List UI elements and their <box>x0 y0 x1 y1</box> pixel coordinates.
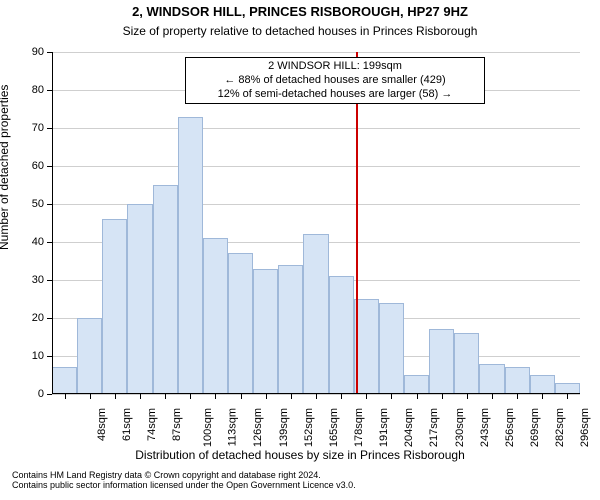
footnote-line: Contains public sector information licen… <box>12 480 356 490</box>
x-tick-label: 269sqm <box>529 408 541 447</box>
y-tick-mark <box>47 280 52 281</box>
histogram-bar <box>203 238 228 394</box>
histogram-bar <box>429 329 454 394</box>
x-tick-mark <box>115 394 116 399</box>
y-tick-label: 50 <box>22 198 44 210</box>
x-tick-mark <box>517 394 518 399</box>
gridline <box>52 128 580 129</box>
histogram-bar <box>479 364 504 394</box>
gridline <box>52 166 580 167</box>
x-tick-label: 178sqm <box>353 408 365 447</box>
y-tick-label: 60 <box>22 160 44 172</box>
x-tick-mark <box>241 394 242 399</box>
histogram-bar <box>404 375 429 394</box>
histogram-bar <box>52 367 77 394</box>
y-tick-label: 90 <box>22 46 44 58</box>
histogram-bar <box>77 318 102 394</box>
y-tick-label: 80 <box>22 84 44 96</box>
y-tick-mark <box>47 318 52 319</box>
x-tick-mark <box>567 394 568 399</box>
y-tick-label: 0 <box>22 388 44 400</box>
x-tick-label: 191sqm <box>378 408 390 447</box>
x-tick-label: 61sqm <box>121 408 133 441</box>
histogram-bar <box>303 234 328 394</box>
y-tick-mark <box>47 204 52 205</box>
x-tick-mark <box>215 394 216 399</box>
histogram-bar <box>505 367 530 394</box>
chart-title: 2, WINDSOR HILL, PRINCES RISBOROUGH, HP2… <box>0 4 600 19</box>
histogram-bar <box>153 185 178 394</box>
x-tick-label: 87sqm <box>171 408 183 441</box>
x-tick-mark <box>366 394 367 399</box>
x-tick-label: 113sqm <box>227 408 239 446</box>
x-tick-mark <box>266 394 267 399</box>
y-tick-mark <box>47 166 52 167</box>
x-tick-label: 100sqm <box>202 408 214 447</box>
y-tick-mark <box>47 242 52 243</box>
histogram-bar <box>530 375 555 394</box>
x-tick-label: 296sqm <box>579 408 591 447</box>
histogram-bar <box>127 204 152 394</box>
histogram-bar <box>253 269 278 394</box>
histogram-chart: 2, WINDSOR HILL, PRINCES RISBOROUGH, HP2… <box>0 0 600 500</box>
x-tick-label: 74sqm <box>146 408 158 441</box>
x-tick-mark <box>316 394 317 399</box>
x-tick-mark <box>391 394 392 399</box>
x-tick-mark <box>190 394 191 399</box>
x-tick-label: 152sqm <box>303 408 315 447</box>
x-tick-label: 165sqm <box>328 408 340 447</box>
x-tick-label: 217sqm <box>429 408 441 447</box>
x-tick-mark <box>90 394 91 399</box>
x-tick-mark <box>442 394 443 399</box>
x-tick-label: 243sqm <box>479 408 491 447</box>
x-tick-mark <box>492 394 493 399</box>
y-tick-label: 40 <box>22 236 44 248</box>
y-tick-label: 30 <box>22 274 44 286</box>
x-tick-mark <box>417 394 418 399</box>
y-tick-mark <box>47 128 52 129</box>
x-tick-label: 204sqm <box>403 408 415 447</box>
footnote: Contains HM Land Registry data © Crown c… <box>12 470 356 490</box>
x-tick-mark <box>341 394 342 399</box>
histogram-bar <box>178 117 203 394</box>
y-axis-line <box>52 52 53 394</box>
x-tick-label: 230sqm <box>454 408 466 447</box>
x-axis-label: Distribution of detached houses by size … <box>0 448 600 462</box>
x-tick-mark <box>140 394 141 399</box>
x-tick-mark <box>291 394 292 399</box>
x-tick-label: 48sqm <box>96 408 108 441</box>
y-tick-label: 20 <box>22 312 44 324</box>
annotation-line: 12% of semi-detached houses are larger (… <box>192 88 478 102</box>
x-tick-label: 282sqm <box>554 408 566 447</box>
histogram-bar <box>379 303 404 394</box>
x-tick-mark <box>165 394 166 399</box>
x-tick-label: 256sqm <box>504 408 516 447</box>
gridline <box>52 52 580 53</box>
chart-subtitle: Size of property relative to detached ho… <box>0 24 600 38</box>
y-tick-mark <box>47 52 52 53</box>
y-tick-mark <box>47 90 52 91</box>
histogram-bar <box>454 333 479 394</box>
histogram-bar <box>228 253 253 394</box>
histogram-bar <box>278 265 303 394</box>
y-tick-label: 10 <box>22 350 44 362</box>
histogram-bar <box>329 276 354 394</box>
x-tick-mark <box>65 394 66 399</box>
x-tick-label: 126sqm <box>253 408 265 447</box>
annotation-line: ← 88% of detached houses are smaller (42… <box>192 74 478 88</box>
y-axis-label: Number of detached properties <box>0 85 11 250</box>
y-tick-mark <box>47 356 52 357</box>
histogram-bar <box>102 219 127 394</box>
annotation-line: 2 WINDSOR HILL: 199sqm <box>192 60 478 74</box>
footnote-line: Contains HM Land Registry data © Crown c… <box>12 470 356 480</box>
y-tick-label: 70 <box>22 122 44 134</box>
x-tick-label: 139sqm <box>278 408 290 447</box>
annotation-box: 2 WINDSOR HILL: 199sqm← 88% of detached … <box>185 57 485 104</box>
y-tick-mark <box>47 394 52 395</box>
x-tick-mark <box>542 394 543 399</box>
x-tick-mark <box>467 394 468 399</box>
